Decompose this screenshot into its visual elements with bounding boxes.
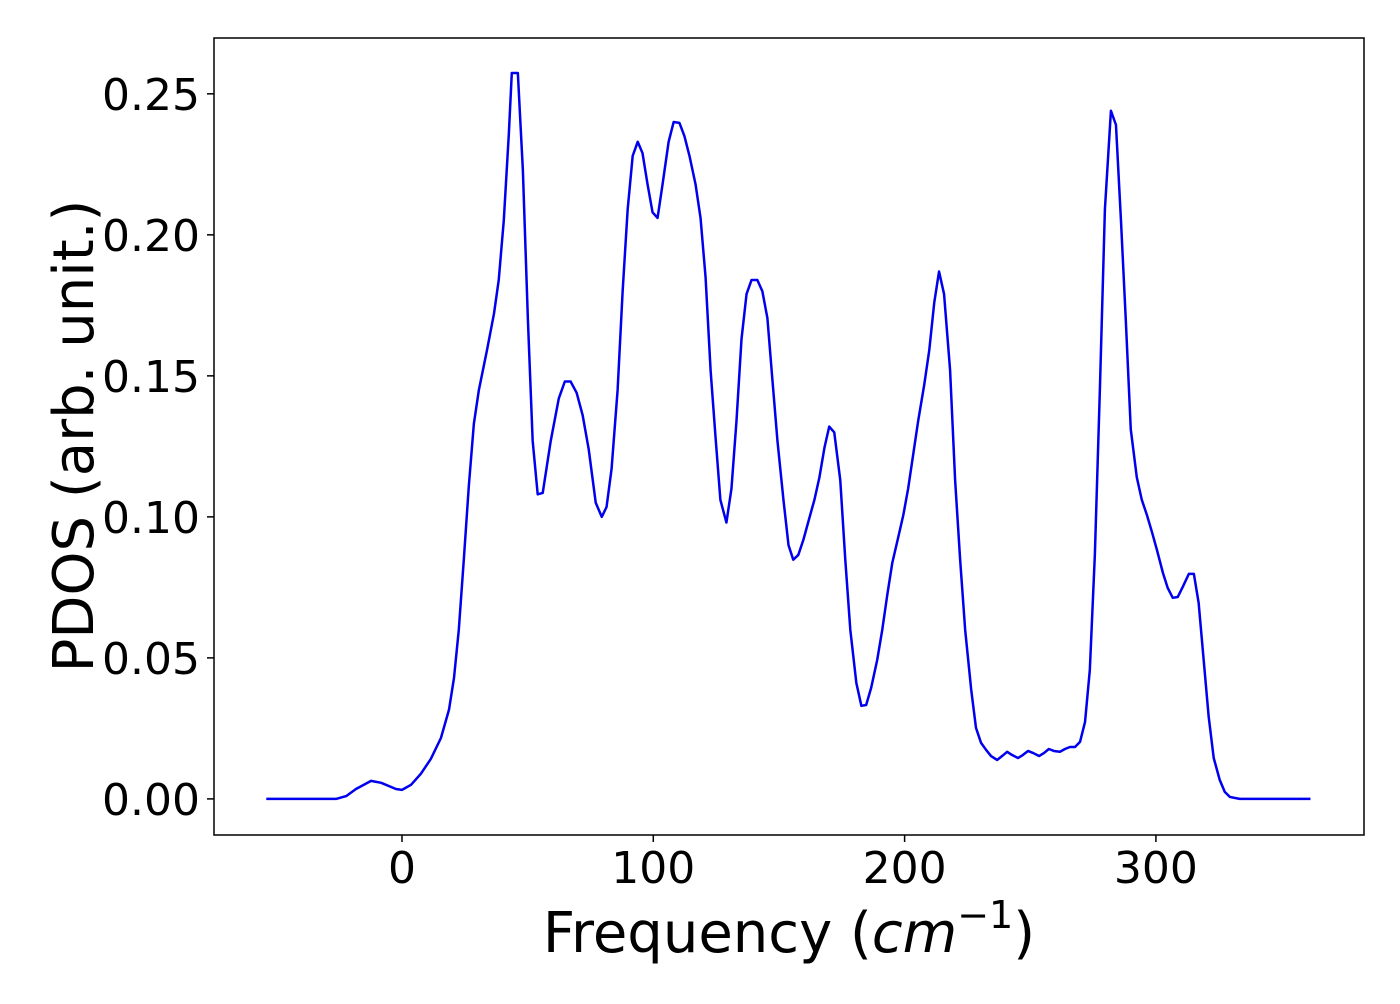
- x-tick-label: 100: [611, 843, 695, 894]
- x-axis-label-part: ): [1013, 901, 1035, 966]
- x-axis-label-part: −1: [957, 893, 1013, 937]
- y-tick-label: 0.05: [102, 634, 200, 685]
- line-series: [266, 71, 1311, 801]
- y-tick-label: 0.10: [102, 493, 200, 544]
- y-tick-label: 0.00: [102, 775, 200, 826]
- x-tick-label: 0: [388, 843, 416, 894]
- plot-frame: [213, 37, 1365, 836]
- x-axis-label: Frequency (cm−1): [543, 893, 1035, 966]
- y-tick-label: 0.15: [102, 352, 200, 403]
- x-tick-label: 200: [863, 843, 947, 894]
- y-tick-label: 0.20: [102, 211, 200, 262]
- x-axis-label-part: cm: [872, 901, 957, 966]
- y-axis-label: PDOS (arb. unit.): [42, 200, 107, 673]
- y-tick-label: 0.25: [102, 70, 200, 121]
- x-tick-label: 300: [1114, 843, 1198, 894]
- x-axis-label-part: Frequency (: [543, 901, 872, 966]
